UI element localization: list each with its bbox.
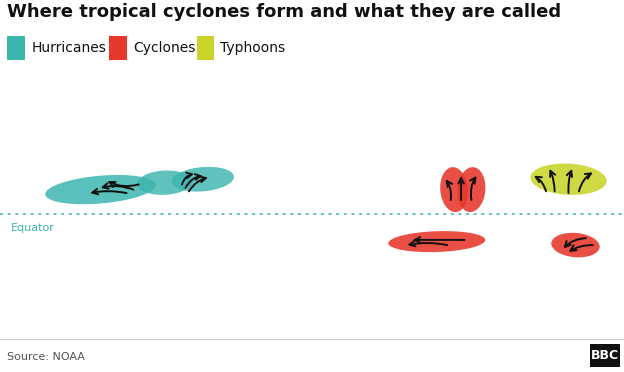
Ellipse shape [440, 167, 468, 212]
Text: Equator: Equator [11, 224, 54, 233]
Ellipse shape [388, 231, 485, 252]
Text: Cyclones: Cyclones [133, 41, 195, 55]
Ellipse shape [530, 164, 607, 195]
Ellipse shape [457, 167, 485, 212]
FancyBboxPatch shape [7, 36, 25, 60]
Text: Hurricanes: Hurricanes [31, 41, 106, 55]
FancyBboxPatch shape [590, 344, 620, 367]
Ellipse shape [172, 167, 234, 192]
Text: Typhoons: Typhoons [220, 41, 285, 55]
Text: BBC: BBC [590, 349, 619, 362]
Ellipse shape [137, 170, 192, 195]
Ellipse shape [551, 233, 600, 257]
Text: Where tropical cyclones form and what they are called: Where tropical cyclones form and what th… [7, 3, 562, 21]
FancyBboxPatch shape [109, 36, 127, 60]
FancyBboxPatch shape [197, 36, 214, 60]
Text: Source: NOAA: Source: NOAA [7, 352, 85, 362]
Ellipse shape [46, 175, 156, 204]
